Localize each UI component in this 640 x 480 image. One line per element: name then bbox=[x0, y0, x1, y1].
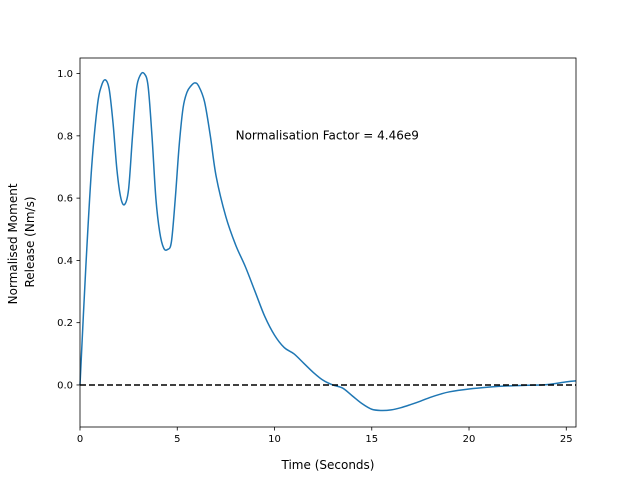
y-tick-label: 0.2 bbox=[57, 318, 73, 329]
plot-frame bbox=[79, 57, 577, 428]
x-tick-label: 10 bbox=[268, 434, 281, 445]
x-tick-label: 25 bbox=[560, 434, 573, 445]
x-axis: 0 5 10 15 20 25 bbox=[77, 427, 573, 445]
annotation-normalisation-factor: Normalisation Factor = 4.46e9 bbox=[236, 128, 419, 142]
y-tick-label: 0.0 bbox=[57, 380, 73, 391]
y-tick-label: 0.4 bbox=[57, 256, 73, 267]
y-axis-title: Normalised Moment Release (Nm/s) bbox=[6, 180, 37, 305]
x-tick-label: 15 bbox=[365, 434, 378, 445]
y-axis-title-line-2: Release (Nm/s) bbox=[23, 196, 37, 287]
x-axis-title: Time (Seconds) bbox=[281, 458, 375, 472]
series-line-0 bbox=[79, 71, 577, 412]
y-tick-label: 0.8 bbox=[57, 131, 73, 142]
y-tick-label: 0.6 bbox=[57, 194, 73, 205]
y-tick-label: 1.0 bbox=[57, 69, 73, 80]
x-tick-label: 20 bbox=[463, 434, 476, 445]
y-axis: 0.0 0.2 0.4 0.6 0.8 1.0 bbox=[57, 69, 80, 391]
x-tick-label: 0 bbox=[77, 434, 83, 445]
x-tick-label: 5 bbox=[174, 434, 180, 445]
y-axis-title-line-1: Normalised Moment bbox=[6, 183, 20, 304]
series-layer bbox=[79, 71, 577, 412]
plot-background bbox=[80, 58, 576, 427]
